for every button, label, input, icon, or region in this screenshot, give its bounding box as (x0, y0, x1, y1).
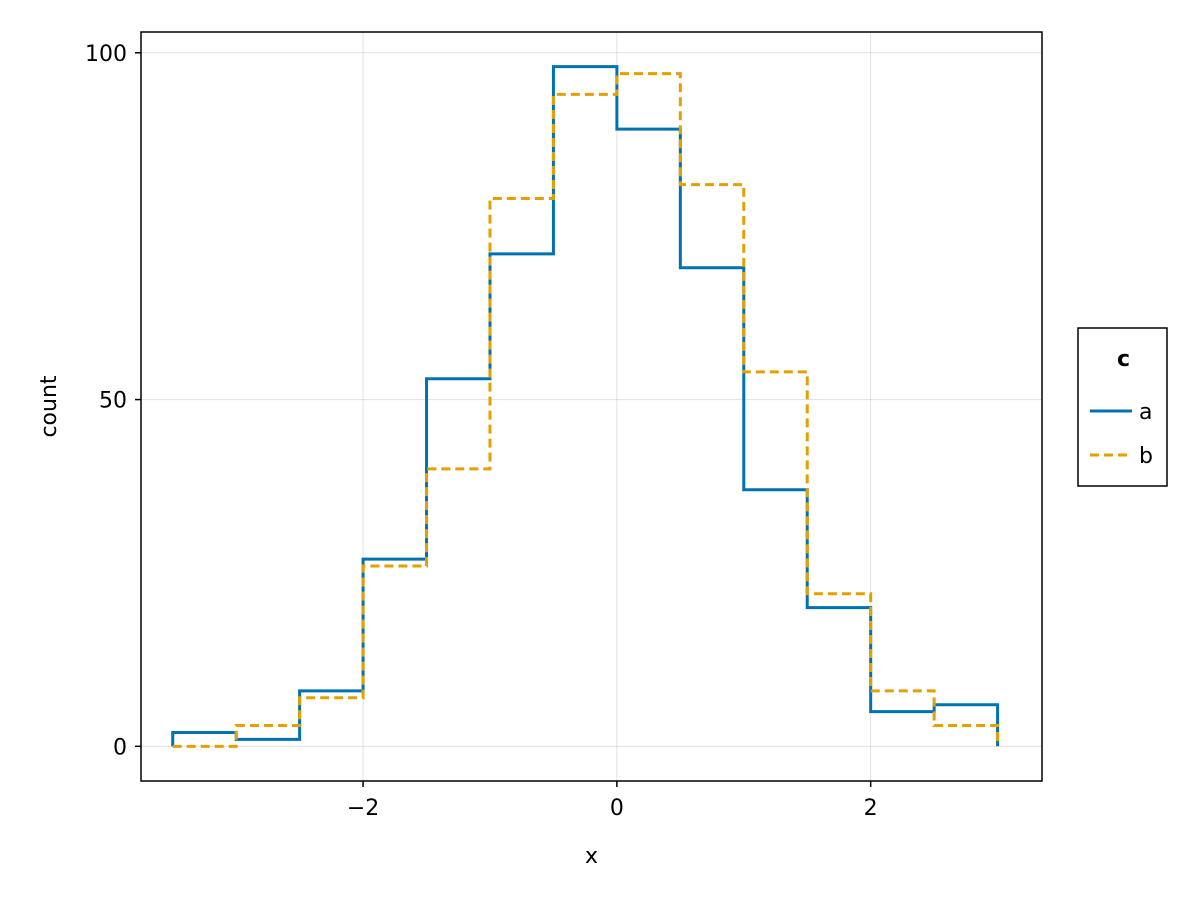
plot-frame (140, 31, 1043, 782)
y-tick-label: 100 (85, 42, 127, 67)
legend-label-b: b (1139, 444, 1153, 469)
x-tick-label: 2 (864, 796, 878, 821)
legend-title: c (1117, 347, 1130, 372)
y-tick-label: 50 (99, 389, 127, 414)
series-layer (171, 65, 1000, 748)
series-line-a (171, 65, 1000, 747)
legend-label-a: a (1139, 400, 1152, 425)
tick-layer: −2 0 2 0 50 100 (85, 42, 878, 821)
legend-box (1077, 327, 1168, 487)
x-tick-label: 0 (610, 796, 624, 821)
series-line-b (172, 72, 1000, 748)
x-tick-label: −2 (347, 796, 379, 821)
y-tick-label: 0 (113, 735, 127, 760)
grid-layer (141, 32, 1042, 781)
x-axis-label: x (585, 844, 598, 869)
y-axis-label: count (37, 375, 62, 437)
legend: c ab (1077, 327, 1168, 487)
legend-entries: ab (1090, 400, 1153, 469)
